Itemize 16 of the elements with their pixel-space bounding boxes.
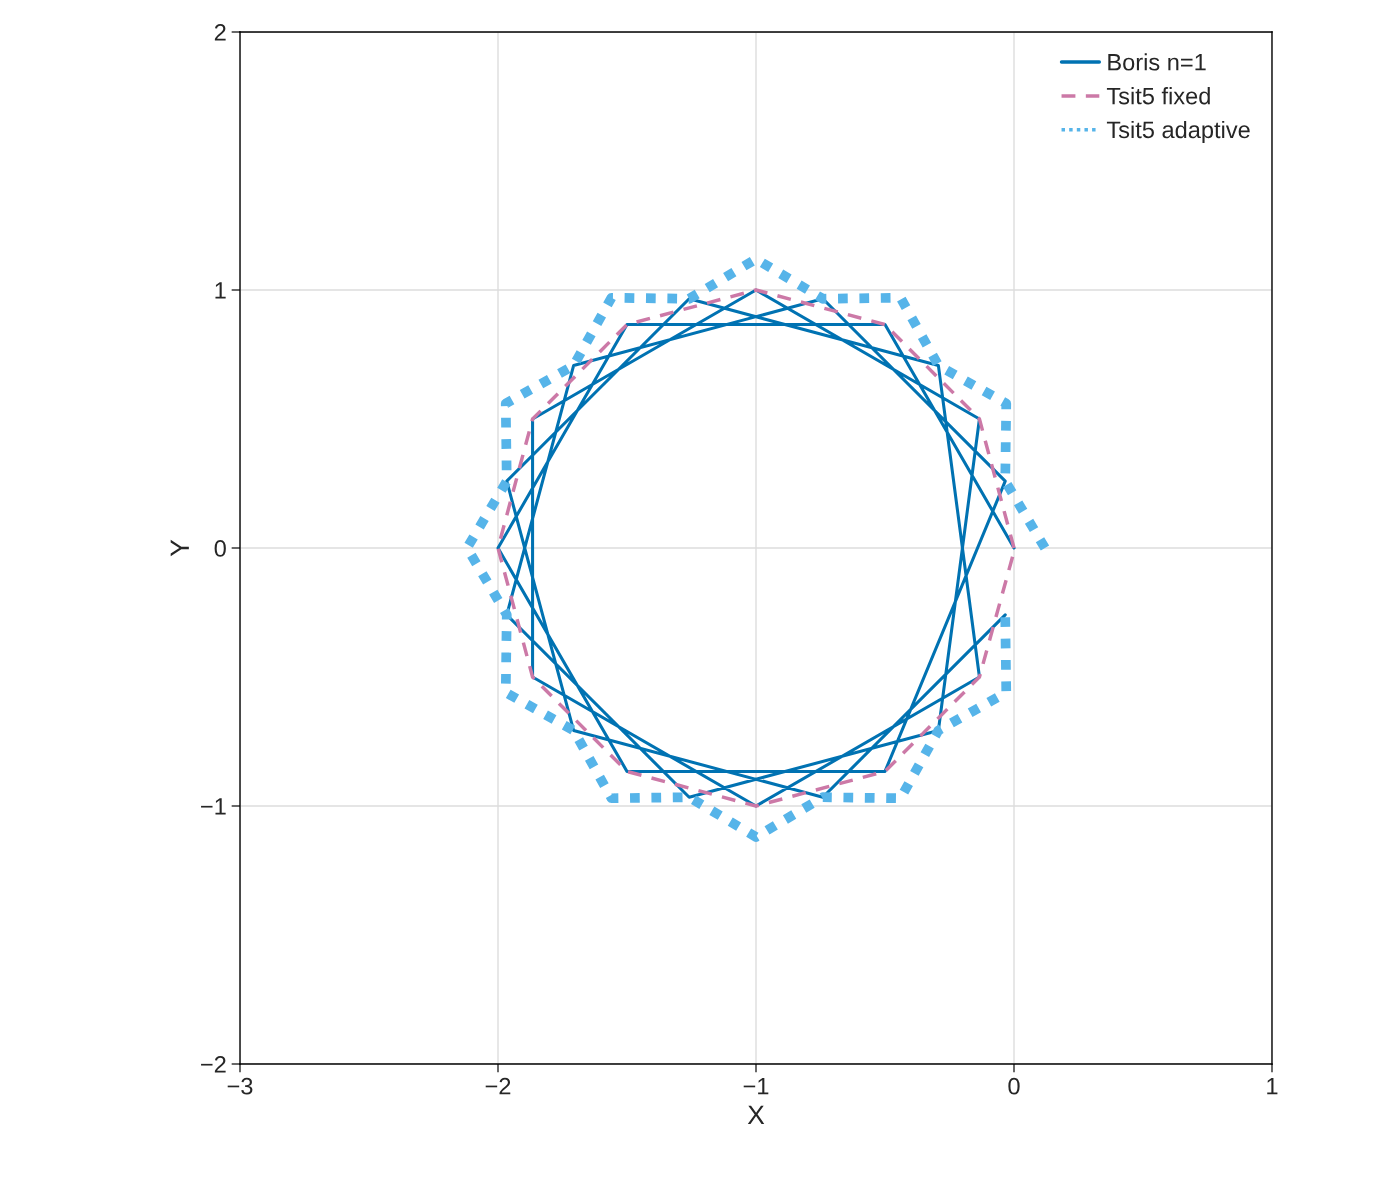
y-tick-label: −1 [201, 798, 226, 815]
x-axis-title: X [747, 1105, 765, 1124]
x-tick-label: −3 [227, 1077, 253, 1095]
x-tick-label: −1 [743, 1078, 769, 1095]
y-tick-label: 0 [214, 540, 226, 557]
legend-label: Tsit5 adaptive [1106, 120, 1250, 143]
x-tick-label: 1 [1267, 1078, 1278, 1095]
line-series [496, 288, 1016, 808]
y-tick-label: 1 [215, 282, 226, 299]
legend-label: Boris n=1 [1108, 53, 1206, 71]
x-tick-label: 0 [1008, 1077, 1020, 1095]
legend-label: Tsit5 fixed [1106, 87, 1210, 105]
y-axis-title: Y [170, 539, 189, 557]
y-tick-label: −2 [201, 1056, 226, 1073]
y-tick-label: 2 [214, 24, 226, 41]
x-tick-label: −2 [485, 1077, 511, 1095]
